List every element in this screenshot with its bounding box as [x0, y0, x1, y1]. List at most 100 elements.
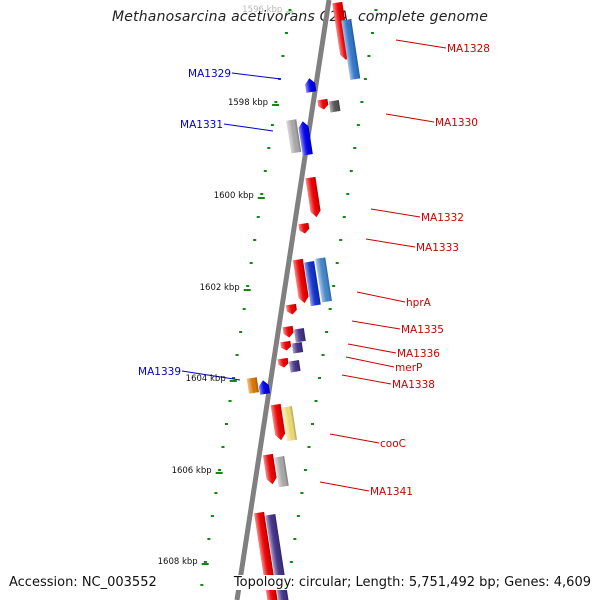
gene-label[interactable]: MA1336: [397, 348, 440, 360]
ruler-dot: [332, 285, 336, 287]
gene-feature: [298, 222, 310, 234]
gene-label[interactable]: MA1338: [392, 379, 435, 391]
label-leader-line: [356, 291, 406, 303]
ruler-dot: [314, 400, 318, 402]
gene-label[interactable]: MA1341: [370, 486, 413, 498]
ruler-dot: [293, 538, 297, 540]
label-leader-line: [319, 481, 370, 492]
ruler-dot: [328, 308, 332, 310]
ruler-dot: [232, 377, 236, 379]
label-leader-line: [181, 370, 241, 381]
gene-label[interactable]: MA1335: [401, 324, 444, 336]
ruler-dot: [300, 492, 304, 494]
gene-label[interactable]: MA1333: [416, 242, 459, 254]
ruler-dot: [311, 423, 315, 425]
ruler-dot: [267, 147, 271, 149]
gene-feature: [291, 342, 304, 354]
gene-label[interactable]: cooC: [380, 438, 406, 450]
gene-feature: [293, 328, 306, 343]
gene-feature: [305, 176, 321, 218]
gene-feature: [289, 360, 301, 373]
ruler-label: 1598 kbp: [228, 98, 268, 108]
label-leader-line: [385, 113, 435, 123]
topology-text: Topology: circular; Length: 5,751,492 bp…: [233, 575, 591, 590]
ruler-dot: [325, 331, 329, 333]
gene-feature: [305, 78, 317, 93]
ruler-dot: [307, 446, 311, 448]
label-leader-line: [351, 320, 401, 330]
ruler-label: 1604 kbp: [186, 374, 226, 384]
ruler-dot: [246, 285, 250, 287]
ruler-label: 1606 kbp: [172, 466, 212, 476]
ruler-label: 1608 kbp: [158, 557, 198, 567]
ruler-dot: [235, 354, 239, 356]
ruler-dot: [249, 262, 253, 264]
ruler-dot: [356, 124, 360, 126]
ruler-dot: [346, 193, 350, 195]
gene-label[interactable]: MA1339: [138, 366, 181, 378]
ruler-label: 1600 kbp: [214, 191, 254, 201]
ruler-dot: [217, 469, 221, 471]
gene-label[interactable]: MA1329: [188, 68, 231, 80]
ruler-dot: [210, 515, 214, 517]
gene-feature: [304, 261, 321, 307]
ruler-dot: [360, 101, 364, 103]
label-leader-lines: [181, 39, 447, 492]
gene-label[interactable]: MA1331: [180, 119, 223, 131]
gene-label[interactable]: MA1330: [435, 117, 478, 129]
label-leader-line: [347, 343, 397, 354]
gene-features: [246, 1, 361, 600]
ruler-dot: [228, 400, 232, 402]
ruler-dot: [367, 55, 371, 57]
ruler-dot: [214, 492, 218, 494]
map-title: Methanosarcina acetivorans C2A, complete…: [111, 9, 489, 25]
gene-label[interactable]: MA1328: [447, 43, 490, 55]
label-leader-line: [345, 356, 395, 368]
gene-feature: [292, 258, 309, 304]
ruler-dot: [349, 170, 353, 172]
ruler-dot: [318, 377, 322, 379]
ruler-dot: [274, 101, 278, 103]
gene-feature: [277, 357, 289, 368]
ruler-labels: 1596 kbp 1598 kbp 1600 kbp 1602 kbp 1604 kbp…: [158, 5, 294, 567]
ruler-dot: [342, 216, 346, 218]
accession-text: Accession: NC_003552: [9, 575, 157, 590]
gene-label[interactable]: merP: [395, 362, 422, 374]
ruler-dot: [321, 354, 325, 356]
ruler-dot: [256, 216, 260, 218]
ruler-dot: [370, 32, 374, 34]
ruler-dot: [263, 170, 267, 172]
gene-feature: [315, 257, 332, 303]
ruler-dot: [221, 446, 225, 448]
ruler-dot: [289, 561, 293, 563]
label-leader-line: [231, 72, 282, 80]
ruler-dot: [284, 32, 288, 34]
label-leader-line: [341, 374, 392, 385]
gene-feature: [298, 121, 313, 156]
gene-label[interactable]: MA1332: [421, 212, 464, 224]
ruler-label: 1602 kbp: [200, 283, 240, 293]
ruler-dot: [363, 78, 367, 80]
ruler-dot: [281, 55, 285, 57]
gene-feature: [286, 303, 297, 315]
ruler-label: 1596 kbp: [242, 5, 282, 15]
ruler-dot: [335, 262, 339, 264]
ruler-ticks: [200, 9, 378, 586]
ruler-dot: [288, 9, 292, 11]
ruler-dot: [239, 331, 243, 333]
label-leader-line: [370, 208, 421, 218]
ruler-dot: [303, 469, 307, 471]
gene-feature: [328, 100, 341, 113]
gene-feature: [270, 403, 286, 441]
ruler-dot: [260, 193, 264, 195]
gene-feature: [274, 456, 289, 488]
gene-feature: [341, 19, 361, 80]
ruler-dot: [339, 239, 343, 241]
gene-feature: [282, 325, 294, 338]
gene-label[interactable]: hprA: [406, 297, 432, 309]
label-leader-line: [223, 123, 274, 132]
ruler-dot: [353, 147, 357, 149]
label-leader-line: [329, 433, 380, 444]
gene-feature: [286, 119, 302, 154]
ruler-dot: [207, 538, 211, 540]
